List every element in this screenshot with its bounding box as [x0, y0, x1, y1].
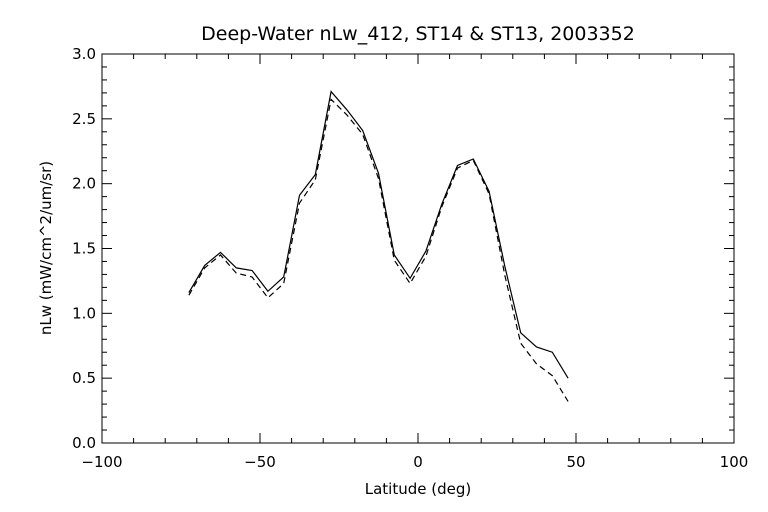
x-tick-label: 100: [720, 453, 749, 471]
y-axis-label: nLw (mW/cm^2/um/sr): [37, 161, 55, 335]
chart-title: Deep-Water nLw_412, ST14 & ST13, 2003352: [201, 23, 635, 45]
x-axis-label: Latitude (deg): [365, 480, 471, 498]
y-tick-label: 2.0: [72, 175, 96, 193]
y-tick-label: 2.5: [72, 110, 96, 128]
y-tick-label: 1.0: [72, 304, 96, 322]
x-tick-label: −50: [244, 453, 276, 471]
y-tick-label: 0.0: [72, 434, 96, 452]
x-tick-label: 0: [413, 453, 423, 471]
axis-ticks: [101, 53, 735, 444]
x-tick-label: 50: [566, 453, 585, 471]
series-group: [188, 90, 569, 402]
y-tick-label: 0.5: [72, 369, 96, 387]
y-tick-labels: 0.0 0.5 1.0 1.5 2.0 2.5 3.0: [72, 45, 96, 452]
solid-series-line: [188, 90, 569, 379]
dashed-series-line: [188, 98, 569, 402]
y-tick-label: 3.0: [72, 45, 96, 63]
plot-frame: [101, 53, 735, 444]
y-tick-label: 1.5: [72, 240, 96, 258]
x-tick-label: −100: [81, 453, 122, 471]
x-tick-labels: −100 −50 0 50 100: [81, 453, 748, 471]
